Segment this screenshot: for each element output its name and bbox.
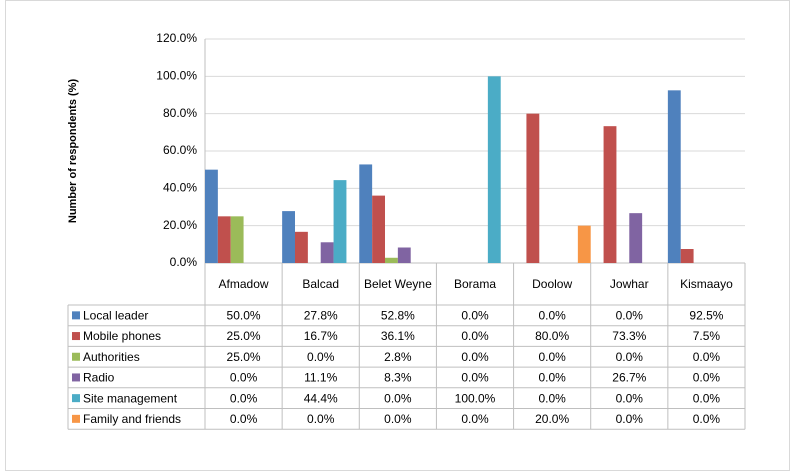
- bar: [667, 90, 681, 263]
- bar: [487, 76, 501, 263]
- x-tick-label: Balcad: [302, 277, 340, 291]
- table-value: 36.1%: [381, 329, 415, 343]
- category-cell: Borama: [453, 277, 496, 291]
- y-tick-label: 40.0%: [163, 181, 197, 195]
- table-value: 0.0%: [461, 371, 489, 385]
- legend-label: Family and friends: [83, 412, 181, 426]
- y-tick-label: 120.0%: [156, 31, 197, 45]
- table-value: 0.0%: [693, 371, 721, 385]
- table-value: 80.0%: [535, 329, 569, 343]
- category-cell: Balcad: [302, 277, 340, 291]
- table-value: 92.5%: [689, 309, 723, 323]
- category-cell: Kismaayo: [680, 277, 733, 291]
- table-value: 0.0%: [461, 412, 489, 426]
- bar: [217, 216, 231, 263]
- legend-swatch: [72, 414, 80, 423]
- legend-label: Local leader: [83, 309, 148, 323]
- table-value: 50.0%: [227, 309, 261, 323]
- chart-frame: [5, 0, 790, 471]
- bar: [526, 113, 540, 264]
- category-cell: Doolow: [532, 277, 573, 291]
- y-tick-label: 100.0%: [156, 69, 197, 83]
- table-value: 0.0%: [384, 391, 412, 405]
- legend-label: Authorities: [83, 350, 140, 364]
- x-tick-label: Doolow: [532, 277, 573, 291]
- table-value: 0.0%: [693, 350, 721, 364]
- table-value: 0.0%: [616, 350, 644, 364]
- table-value: 0.0%: [307, 412, 335, 426]
- table-value: 0.0%: [230, 391, 258, 405]
- table-value: 0.0%: [693, 412, 721, 426]
- legend-swatch: [72, 394, 80, 403]
- table-value: 0.0%: [230, 412, 258, 426]
- x-tick-label: Borama: [453, 277, 496, 291]
- bar: [230, 216, 244, 263]
- bar: [397, 247, 411, 263]
- bar: [372, 195, 385, 263]
- table-value: 11.1%: [304, 371, 337, 385]
- table-value: 0.0%: [307, 350, 335, 364]
- table-value: 0.0%: [616, 391, 644, 405]
- category-cell: Afmadow: [218, 277, 269, 291]
- table-value: 20.0%: [535, 412, 569, 426]
- bar: [577, 225, 591, 263]
- x-tick-label: Jowhar: [609, 277, 649, 291]
- table-value: 16.7%: [304, 329, 338, 343]
- bar: [629, 213, 643, 263]
- legend-label: Site management: [83, 391, 178, 405]
- y-tick-label: 0.0%: [170, 255, 198, 269]
- table-value: 0.0%: [693, 391, 721, 405]
- x-tick-label: Belet Weyne: [363, 277, 432, 291]
- table-value: 0.0%: [538, 371, 566, 385]
- table-value: 26.7%: [612, 371, 646, 385]
- table-value: 0.0%: [461, 329, 489, 343]
- table-value: 27.8%: [304, 309, 338, 323]
- bar: [333, 180, 347, 263]
- y-tick-label: 20.0%: [163, 218, 197, 232]
- table-value: 0.0%: [230, 371, 258, 385]
- table-value: 0.0%: [616, 412, 644, 426]
- legend-label: Mobile phones: [83, 329, 161, 343]
- table-value: 2.8%: [384, 350, 412, 364]
- y-tick-label: 80.0%: [163, 106, 197, 120]
- table-value: 25.0%: [227, 329, 261, 343]
- category-cell: Belet Weyne: [363, 277, 432, 291]
- table-value: 8.3%: [384, 371, 412, 385]
- bar: [205, 169, 218, 263]
- bar: [603, 126, 617, 263]
- table-value: 0.0%: [384, 412, 412, 426]
- table-value: 0.0%: [538, 309, 566, 323]
- table-value: 0.0%: [461, 350, 489, 364]
- x-tick-label: Kismaayo: [680, 277, 733, 291]
- table-value: 0.0%: [616, 309, 644, 323]
- category-cell: Jowhar: [609, 277, 649, 291]
- y-tick-label: 60.0%: [163, 143, 197, 157]
- table-value: 0.0%: [461, 309, 489, 323]
- table-value: 44.4%: [304, 391, 338, 405]
- bar: [320, 242, 334, 263]
- table-value: 52.8%: [381, 309, 415, 323]
- legend-swatch: [72, 373, 80, 382]
- table-value: 0.0%: [538, 350, 566, 364]
- y-axis-title: Number of respondents (%): [67, 79, 79, 224]
- legend-swatch: [72, 352, 80, 361]
- table-value: 73.3%: [612, 329, 646, 343]
- bar: [282, 211, 295, 263]
- table-value: 25.0%: [227, 350, 261, 364]
- table-value: 7.5%: [693, 329, 721, 343]
- x-tick-label: Afmadow: [218, 277, 269, 291]
- legend-label: Radio: [83, 371, 115, 385]
- bar: [359, 164, 373, 263]
- table-value: 100.0%: [455, 391, 496, 405]
- table-value: 0.0%: [538, 391, 566, 405]
- bar: [385, 257, 398, 263]
- bar: [295, 231, 308, 263]
- legend-swatch: [72, 332, 80, 341]
- bar: [680, 249, 694, 263]
- legend-swatch: [72, 311, 80, 320]
